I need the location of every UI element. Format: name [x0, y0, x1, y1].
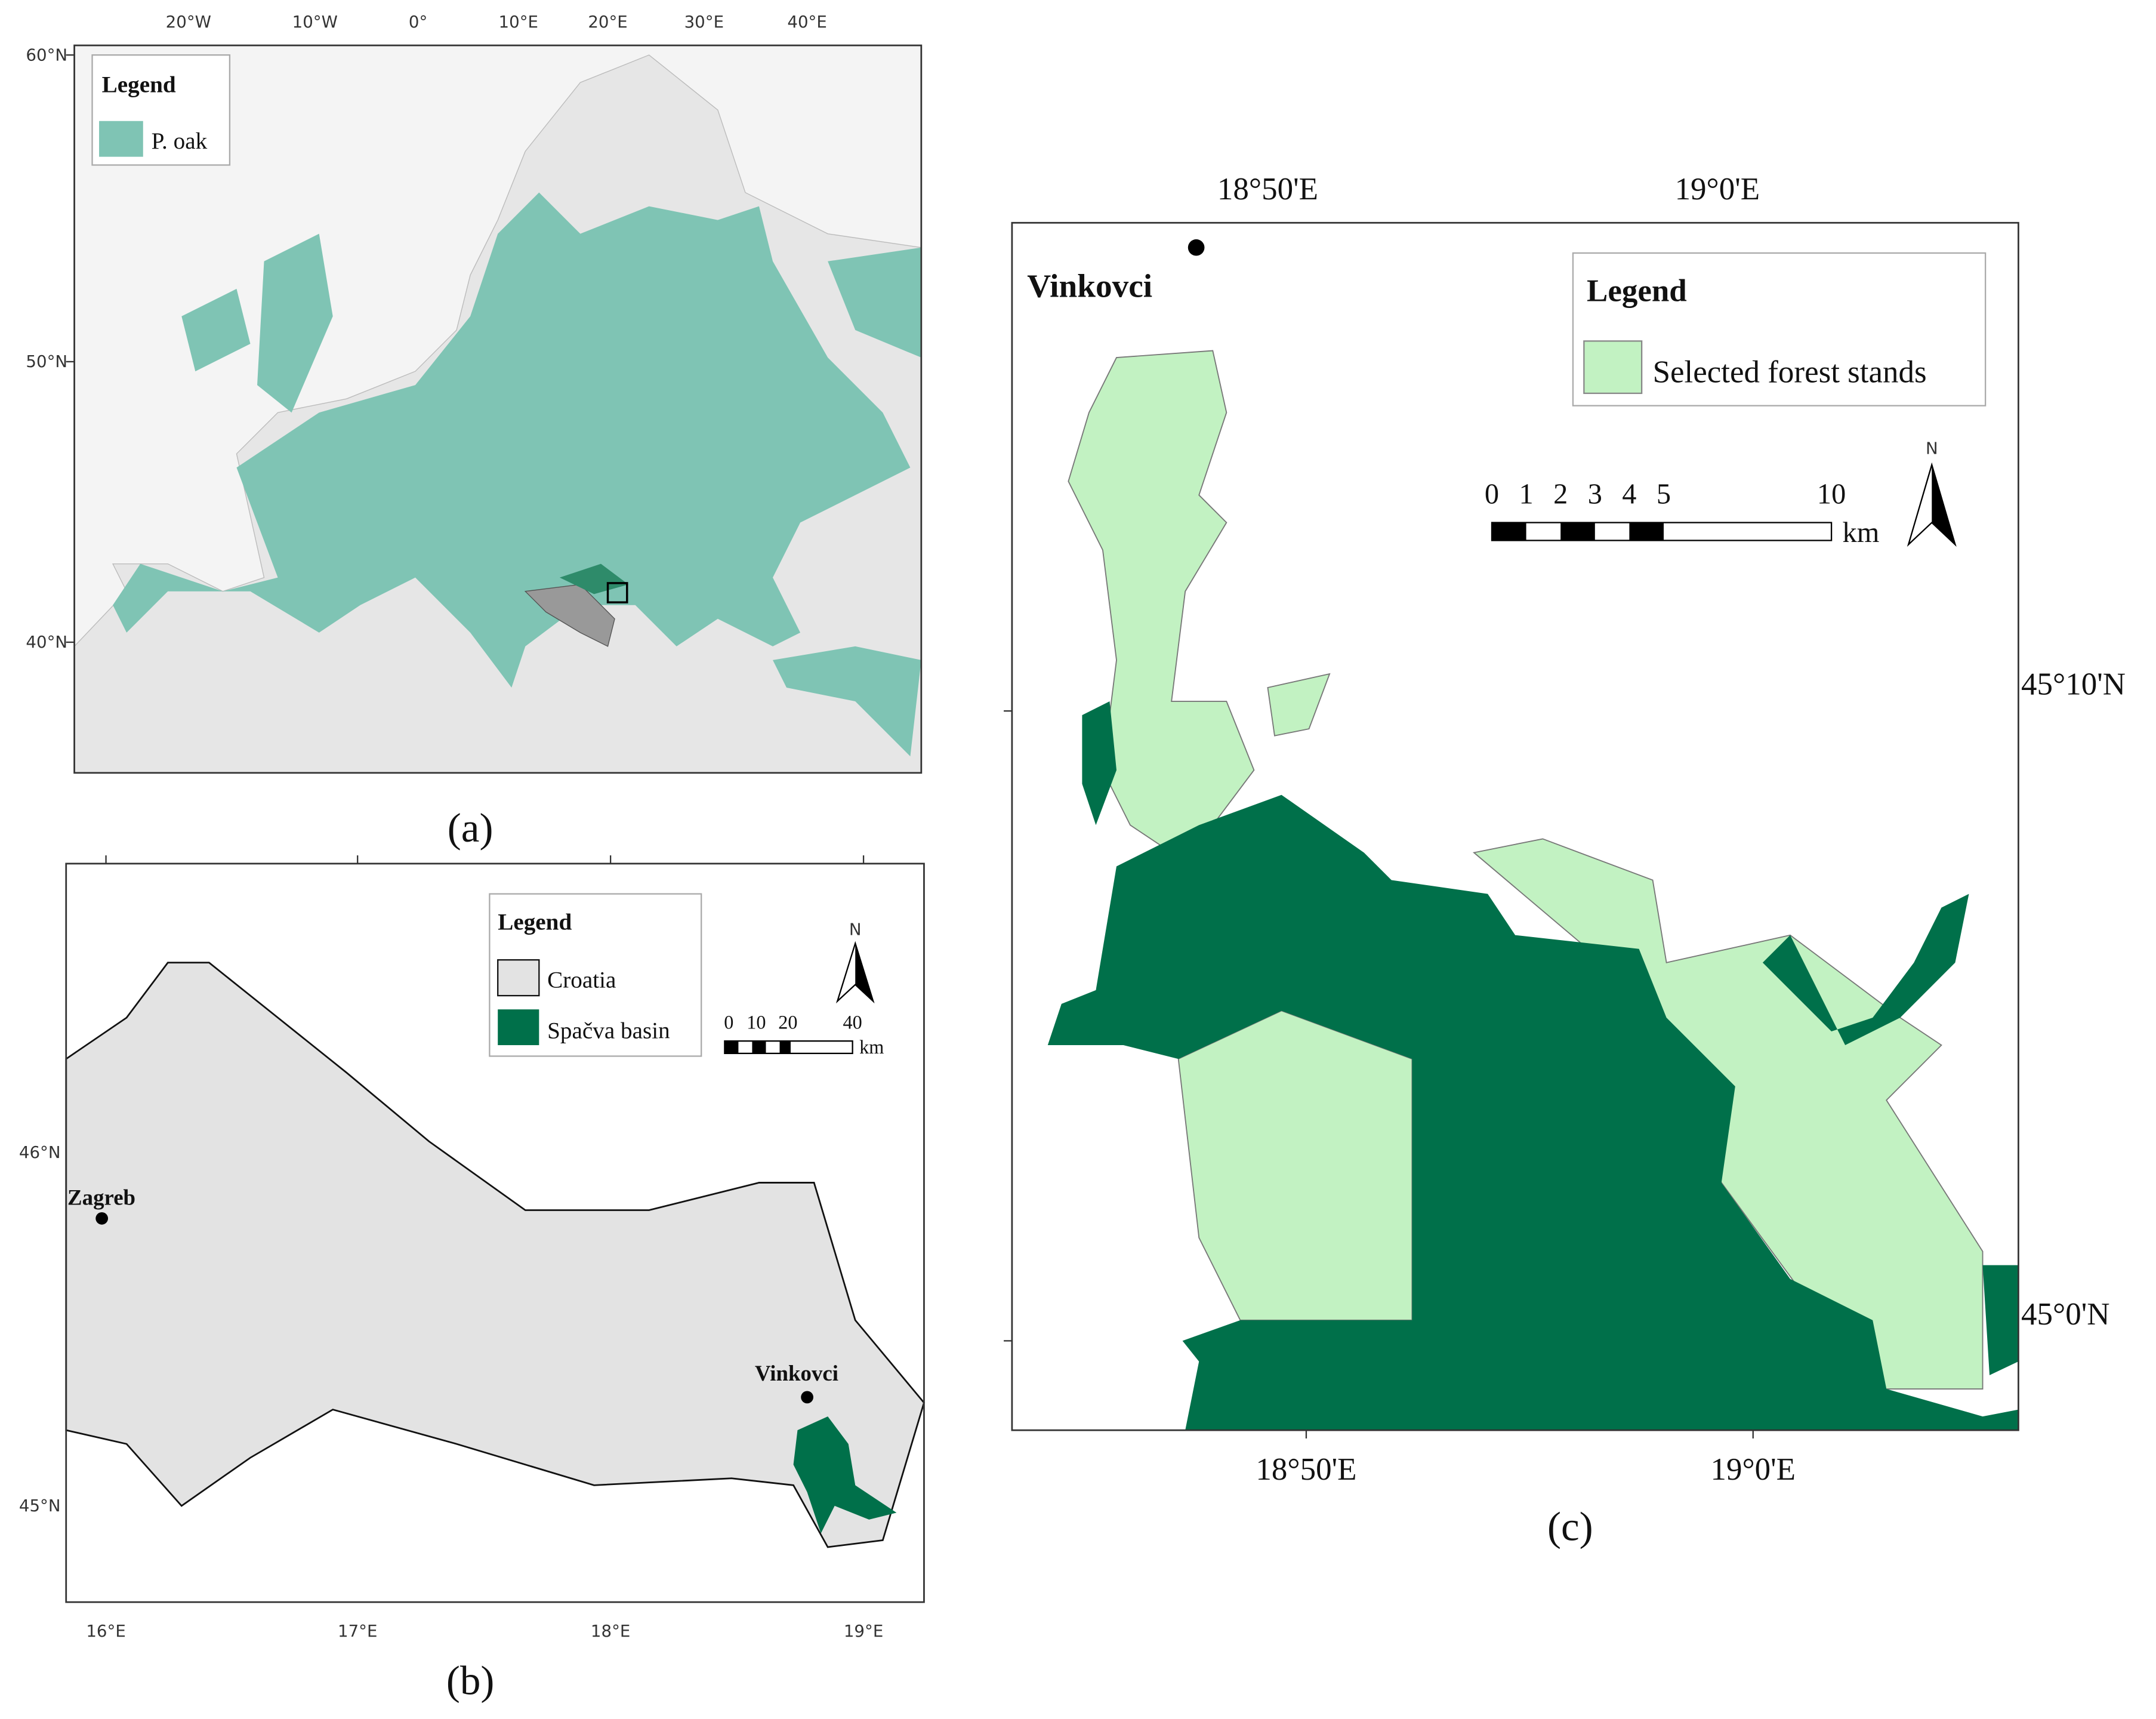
map-frame: [1011, 221, 2019, 1431]
axis-label: 20°W: [166, 12, 211, 32]
north-label: N: [849, 920, 862, 939]
axis-label: 18°50'E: [1217, 172, 1318, 207]
legend-swatch: [99, 121, 143, 157]
scale-label: 20: [778, 1011, 797, 1033]
axis-label: 40°E: [787, 12, 826, 32]
caption: (b): [446, 1658, 495, 1703]
legend-title: Legend: [1587, 274, 1687, 309]
axis-label: 18°50'E: [1256, 1452, 1356, 1487]
legend-item: Croatia: [547, 967, 616, 993]
legend-item: Spačva basin: [547, 1018, 670, 1044]
axis-label: 19°E: [844, 1621, 883, 1641]
oak-range: [113, 192, 911, 688]
city-point: [1188, 239, 1205, 256]
axis-label: 50°N: [26, 352, 67, 371]
axis-label: 40°N: [26, 632, 67, 652]
axis-label: 18°E: [591, 1621, 630, 1641]
legend-swatch: [498, 1009, 539, 1046]
axis-label: 45°N: [19, 1496, 61, 1515]
spacva: [559, 563, 629, 594]
scale-label: 0: [1485, 478, 1499, 510]
scale-segment: [1492, 522, 1526, 541]
scale-label: 4: [1622, 478, 1636, 510]
scale-unit: km: [1843, 517, 1880, 549]
axis-label: 46°N: [19, 1142, 61, 1162]
axis-label: 10°E: [499, 12, 538, 32]
scale-label: 1: [1519, 478, 1534, 510]
axis-label: 10°W: [292, 12, 338, 32]
forest-stands: [1068, 350, 1255, 854]
axis-label: 60°N: [26, 45, 67, 64]
axis-label: 45°10'N: [2021, 667, 2126, 702]
map-frame: [65, 862, 925, 1603]
axis-label: 20°E: [588, 12, 627, 32]
legend-title: Legend: [498, 910, 572, 935]
scale-label: 3: [1588, 478, 1602, 510]
panel-a: 20°W 10°W 0° 10°E 20°E 30°E 40°E 60°N 50°N 40°N L…: [26, 12, 923, 851]
scale-label: 40: [843, 1011, 862, 1033]
city-point: [801, 1391, 813, 1404]
axis-label: 17°E: [338, 1621, 377, 1641]
scale-label: 10: [1817, 478, 1846, 510]
map-frame: [73, 44, 923, 774]
scale-label: 5: [1657, 478, 1671, 510]
axis-label: 0°: [409, 12, 427, 32]
legend-swatch: [1583, 340, 1643, 395]
north-label: N: [1926, 438, 1938, 458]
legend-item: P. oak: [152, 128, 208, 154]
scale-segment: [1560, 522, 1595, 541]
scale-segment: [779, 1041, 791, 1053]
city-point: [95, 1212, 109, 1225]
scale-segment: [1629, 522, 1664, 541]
axis-label: 30°E: [684, 12, 724, 32]
axis-label: 45°0'N: [2021, 1297, 2109, 1332]
city-label: Vinkovci: [1027, 268, 1152, 304]
caption: (c): [1547, 1503, 1593, 1549]
axis-label: 19°0'E: [1675, 172, 1760, 207]
axis-label: 16°E: [86, 1621, 125, 1641]
north-arrow: [855, 943, 874, 1002]
scale-unit: km: [859, 1036, 884, 1058]
city-label: Vinkovci: [755, 1361, 838, 1385]
panel-c: 18°50'E 19°0'E18°50'E 19°0'E45°10'N45°0'N …: [1004, 172, 2126, 1549]
scale-label: 2: [1553, 478, 1568, 510]
legend-swatch: [497, 959, 540, 997]
scale-label: 0: [724, 1011, 733, 1033]
city-label: Zagreb: [67, 1185, 135, 1209]
scale-segment: [752, 1041, 766, 1053]
inset-box: [606, 582, 628, 603]
spacva-basin: [793, 1416, 897, 1533]
scale-label: 10: [747, 1011, 766, 1033]
legend-title: Legend: [102, 72, 176, 97]
spacva-basin: [1047, 794, 2019, 1431]
axis-label: 19°0'E: [1710, 1452, 1796, 1487]
oak-range: [181, 233, 921, 757]
caption: (a): [448, 805, 493, 851]
panel-b: Zagreb Vinkovci 46°N 45°N 16°E 17°E 18°E 19°E…: [19, 855, 925, 1703]
legend-item: Selected forest stands: [1653, 355, 1927, 390]
scale-segment: [724, 1041, 739, 1053]
